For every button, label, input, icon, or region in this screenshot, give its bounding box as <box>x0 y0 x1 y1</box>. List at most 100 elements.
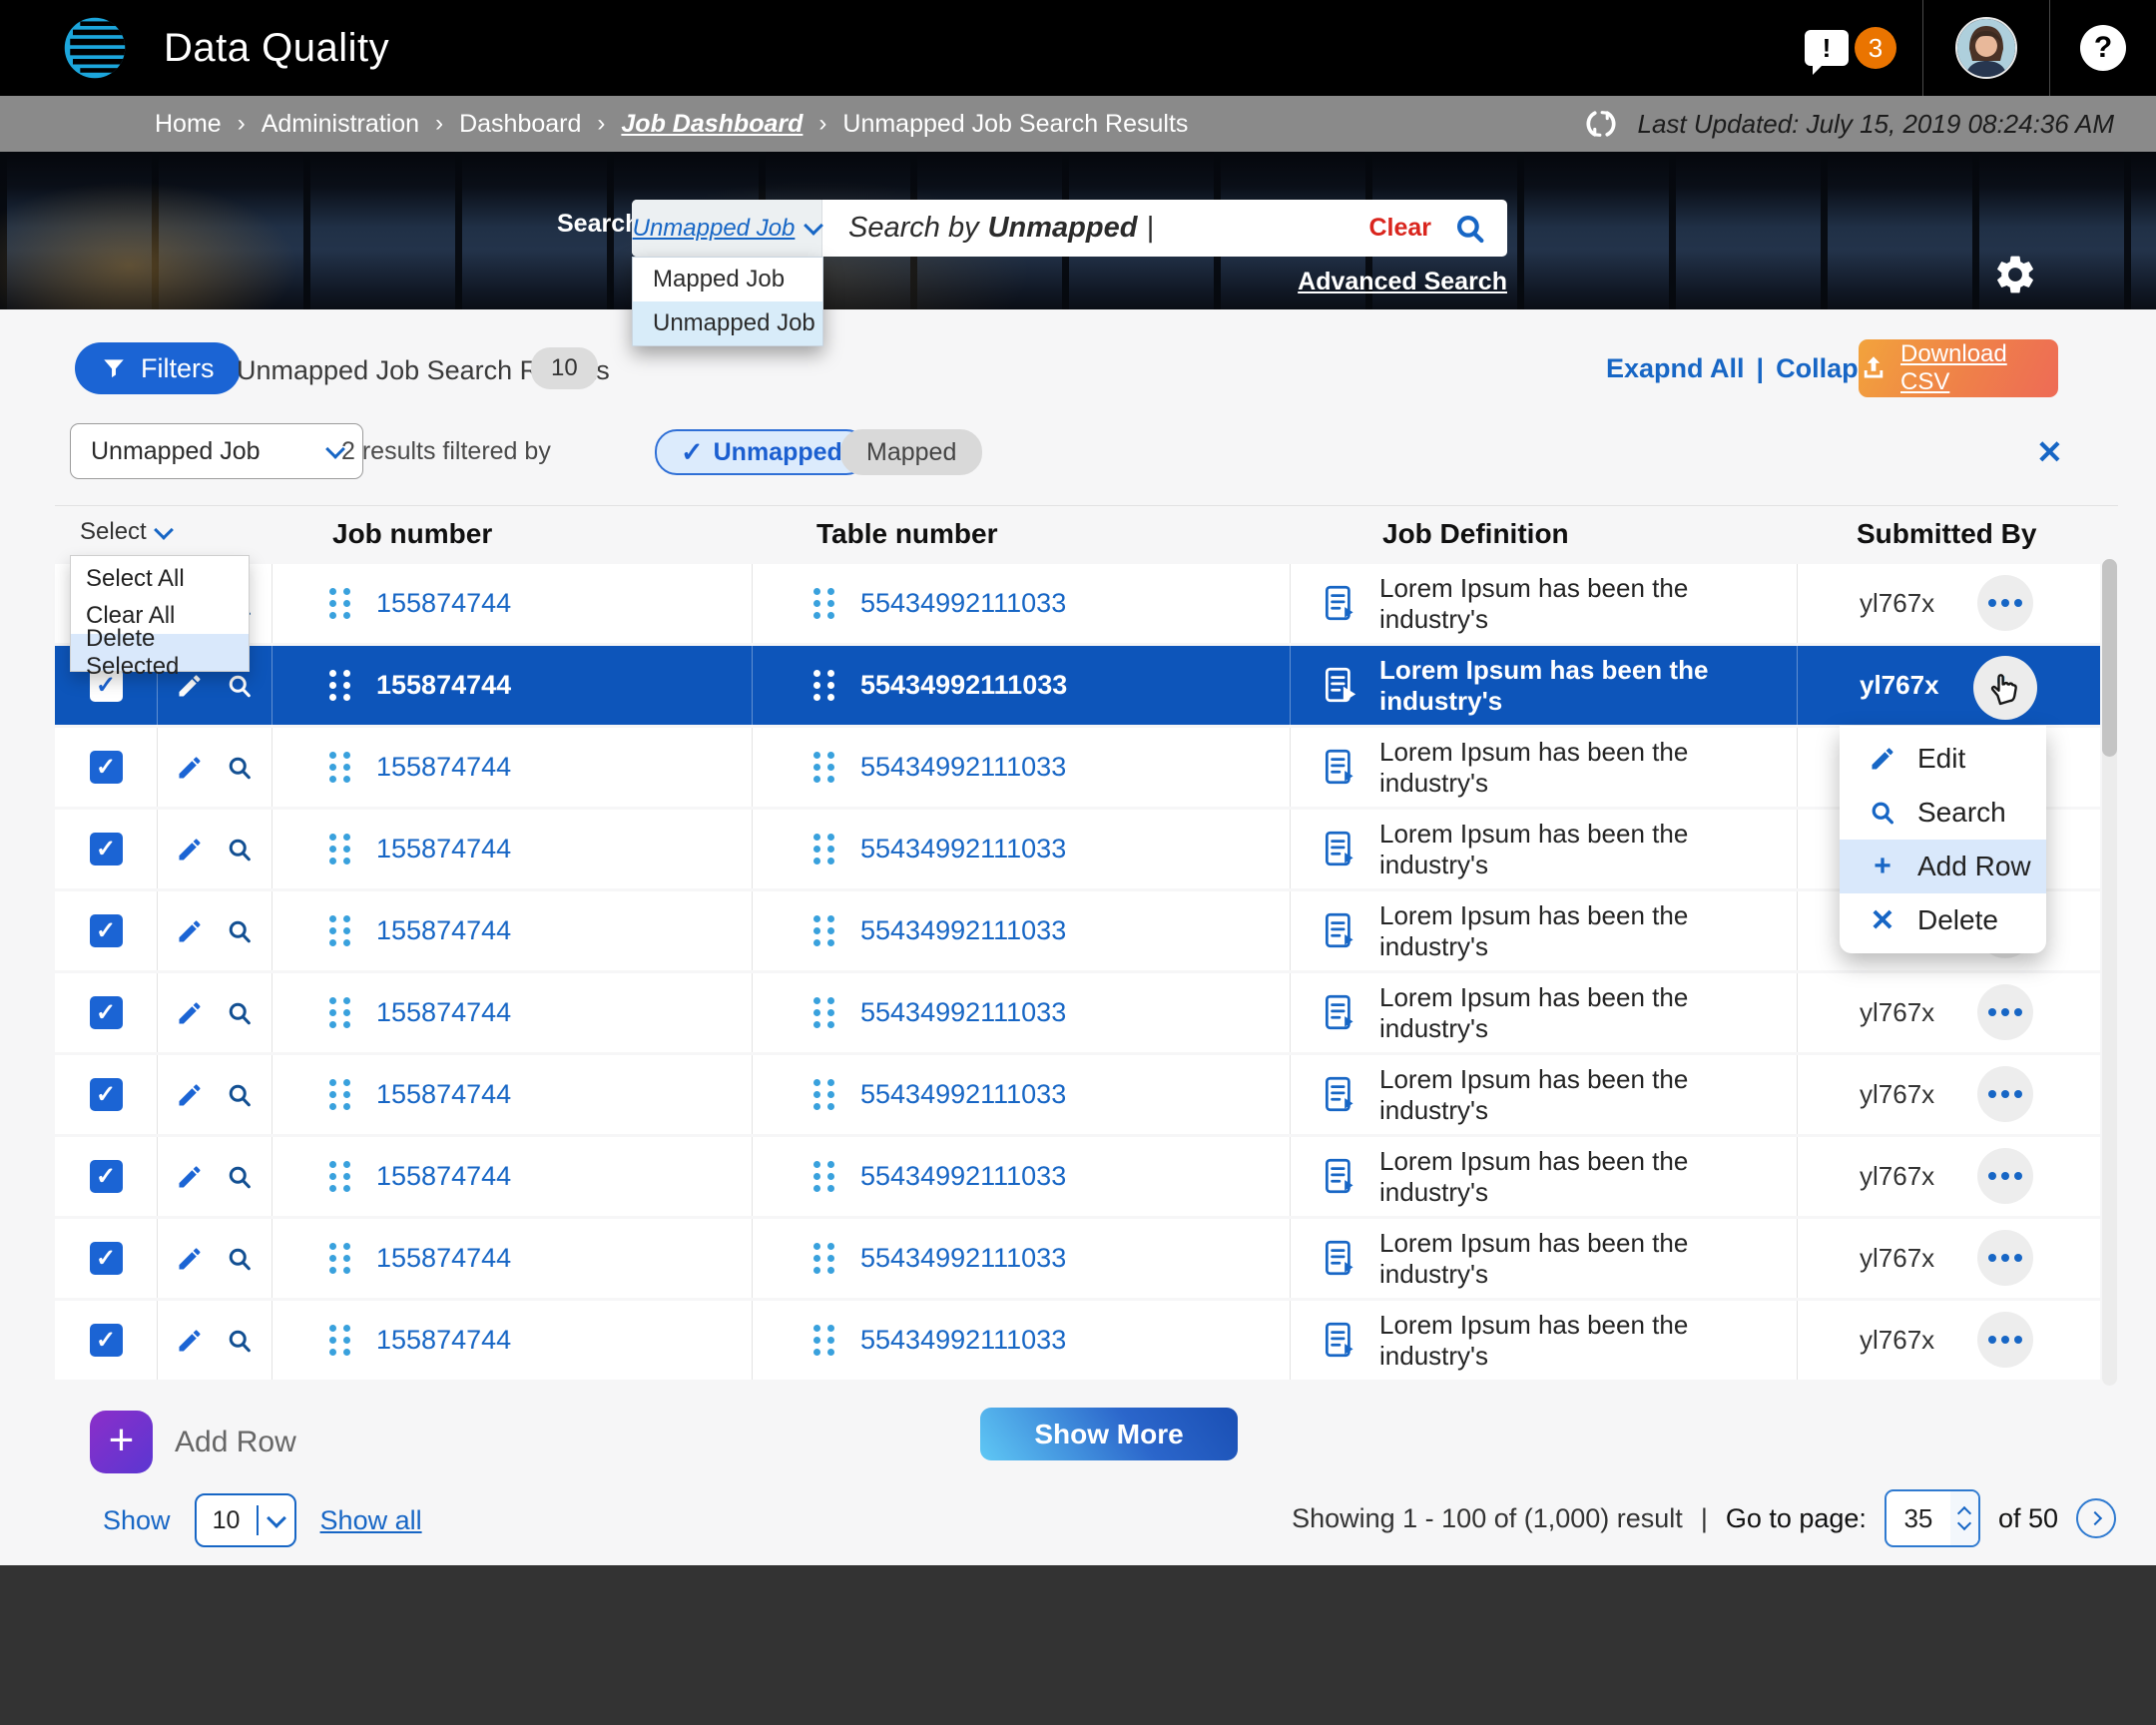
context-delete[interactable]: ✕ Delete <box>1840 893 2046 947</box>
table-number-link[interactable]: 55434992111033 <box>860 834 1067 863</box>
show-more-button[interactable]: Show More <box>980 1408 1238 1460</box>
drag-handle-icon[interactable] <box>329 1325 350 1356</box>
help-button[interactable]: ? <box>2050 0 2156 96</box>
drag-handle-icon[interactable] <box>329 834 350 864</box>
page-size-dropdown[interactable]: 10 <box>194 1493 296 1547</box>
search-input[interactable]: Search by Unmapped | <box>848 212 1154 244</box>
table-row[interactable]: ✓ 155874744 55434992111033 <box>55 1219 2100 1298</box>
drag-handle-icon[interactable] <box>813 997 834 1028</box>
chip-unmapped[interactable]: ✓ Unmapped <box>655 429 868 475</box>
refresh-icon[interactable] <box>1584 107 1618 141</box>
job-number-link[interactable]: 155874744 <box>376 915 512 945</box>
drag-handle-icon[interactable] <box>329 915 350 946</box>
table-row[interactable]: ✓ 155874744 55434992111033 <box>55 646 2100 725</box>
edit-icon[interactable] <box>176 917 204 945</box>
hand-cursor-icon[interactable] <box>1973 656 2037 720</box>
row-actions-button[interactable] <box>1977 1312 2033 1368</box>
edit-icon[interactable] <box>176 1327 204 1355</box>
job-number-link[interactable]: 155874744 <box>376 670 512 700</box>
table-number-link[interactable]: 55434992111033 <box>860 1243 1067 1273</box>
row-checkbox[interactable]: ✓ <box>89 751 123 784</box>
search-icon[interactable] <box>226 1081 254 1109</box>
row-checkbox[interactable]: ✓ <box>89 1160 123 1193</box>
row-checkbox[interactable]: ✓ <box>89 914 123 947</box>
filters-button[interactable]: Filters <box>75 342 241 394</box>
scrollbar-thumb[interactable] <box>2102 559 2117 757</box>
job-number-link[interactable]: 155874744 <box>376 1079 512 1109</box>
edit-icon[interactable] <box>176 672 204 700</box>
edit-icon[interactable] <box>176 836 204 863</box>
search-icon[interactable] <box>226 1245 254 1273</box>
drag-handle-icon[interactable] <box>329 1243 350 1274</box>
download-csv-button[interactable]: Download CSV <box>1859 339 2058 397</box>
table-number-link[interactable]: 55434992111033 <box>860 588 1067 618</box>
row-checkbox[interactable]: ✓ <box>89 833 123 865</box>
search-icon[interactable] <box>226 672 254 700</box>
page-number-input[interactable]: 35 <box>1884 1489 1980 1547</box>
filter-type-dropdown[interactable]: Unmapped Job <box>70 423 363 479</box>
advanced-search-link[interactable]: Advanced Search <box>1298 268 1507 295</box>
drag-handle-icon[interactable] <box>813 1161 834 1192</box>
table-row[interactable]: ✓ 155874744 55434992111033 <box>55 973 2100 1052</box>
close-filter-icon[interactable]: ✕ <box>2036 434 2063 470</box>
row-actions-button[interactable] <box>1977 1230 2033 1286</box>
table-scrollbar[interactable] <box>2102 559 2117 1386</box>
breadcrumb-job-dashboard[interactable]: Job Dashboard <box>621 109 804 138</box>
drag-handle-icon[interactable] <box>329 588 350 619</box>
row-checkbox[interactable]: ✓ <box>89 1242 123 1275</box>
drag-handle-icon[interactable] <box>813 1243 834 1274</box>
table-number-link[interactable]: 55434992111033 <box>860 1161 1067 1191</box>
drag-handle-icon[interactable] <box>813 1325 834 1356</box>
row-actions-button[interactable] <box>1977 575 2033 631</box>
context-edit[interactable]: Edit <box>1840 732 2046 786</box>
edit-icon[interactable] <box>176 1081 204 1109</box>
drag-handle-icon[interactable] <box>329 1079 350 1110</box>
profile-button[interactable] <box>1923 0 2049 96</box>
add-row-button[interactable]: + Add Row <box>90 1411 296 1473</box>
chip-mapped[interactable]: Mapped <box>840 429 983 475</box>
menu-delete-selected[interactable]: Delete Selected <box>71 625 249 680</box>
row-actions-button[interactable] <box>1977 984 2033 1040</box>
drag-handle-icon[interactable] <box>329 1161 350 1192</box>
show-all-link[interactable]: Show all <box>319 1504 422 1535</box>
table-number-link[interactable]: 55434992111033 <box>860 752 1067 782</box>
breadcrumb-home[interactable]: Home <box>155 109 222 138</box>
table-row[interactable]: ✓ 155874744 55434992111033 <box>55 891 2100 970</box>
job-number-link[interactable]: 155874744 <box>376 1325 512 1355</box>
page-stepper[interactable] <box>1949 1491 1978 1545</box>
row-checkbox[interactable]: ✓ <box>89 996 123 1029</box>
row-actions-button[interactable] <box>1977 1066 2033 1122</box>
table-row[interactable]: ✓ 155874744 55434992111033 <box>55 1301 2100 1380</box>
row-checkbox[interactable]: ✓ <box>89 669 123 702</box>
breadcrumb-dashboard[interactable]: Dashboard <box>459 109 582 138</box>
table-number-link[interactable]: 55434992111033 <box>860 915 1067 945</box>
menu-option-unmapped-job[interactable]: Unmapped Job <box>633 301 822 345</box>
table-row[interactable]: ✓ 155874744 55434992111033 <box>55 1055 2100 1134</box>
breadcrumb-administration[interactable]: Administration <box>261 109 420 138</box>
search-icon[interactable] <box>226 1163 254 1191</box>
table-number-link[interactable]: 55434992111033 <box>860 997 1067 1027</box>
context-add-row[interactable]: + Add Row <box>1840 840 2046 893</box>
table-row[interactable]: ✓ 155874744 55434992111033 <box>55 1137 2100 1216</box>
row-checkbox[interactable]: ✓ <box>89 1324 123 1357</box>
search-submit-icon[interactable] <box>1453 212 1487 246</box>
edit-icon[interactable] <box>176 999 204 1027</box>
select-column-dropdown[interactable]: Select <box>80 518 174 546</box>
table-number-link[interactable]: 55434992111033 <box>860 670 1068 700</box>
drag-handle-icon[interactable] <box>813 752 834 783</box>
drag-handle-icon[interactable] <box>329 997 350 1028</box>
table-number-link[interactable]: 55434992111033 <box>860 1079 1067 1109</box>
table-row[interactable]: ✓ 155874744 55434992111033 <box>55 810 2100 888</box>
next-page-button[interactable] <box>2076 1498 2116 1538</box>
edit-icon[interactable] <box>176 1245 204 1273</box>
table-row[interactable]: ✓ 155874744 55434992111033 <box>55 564 2100 643</box>
menu-select-all[interactable]: Select All <box>86 564 185 592</box>
edit-icon[interactable] <box>176 1163 204 1191</box>
drag-handle-icon[interactable] <box>813 915 834 946</box>
context-search[interactable]: Search <box>1840 786 2046 840</box>
expand-all-link[interactable]: Exapnd All <box>1606 353 1745 383</box>
drag-handle-icon[interactable] <box>813 834 834 864</box>
job-number-link[interactable]: 155874744 <box>376 752 512 782</box>
drag-handle-icon[interactable] <box>813 670 834 701</box>
clear-button[interactable]: Clear <box>1368 214 1431 242</box>
